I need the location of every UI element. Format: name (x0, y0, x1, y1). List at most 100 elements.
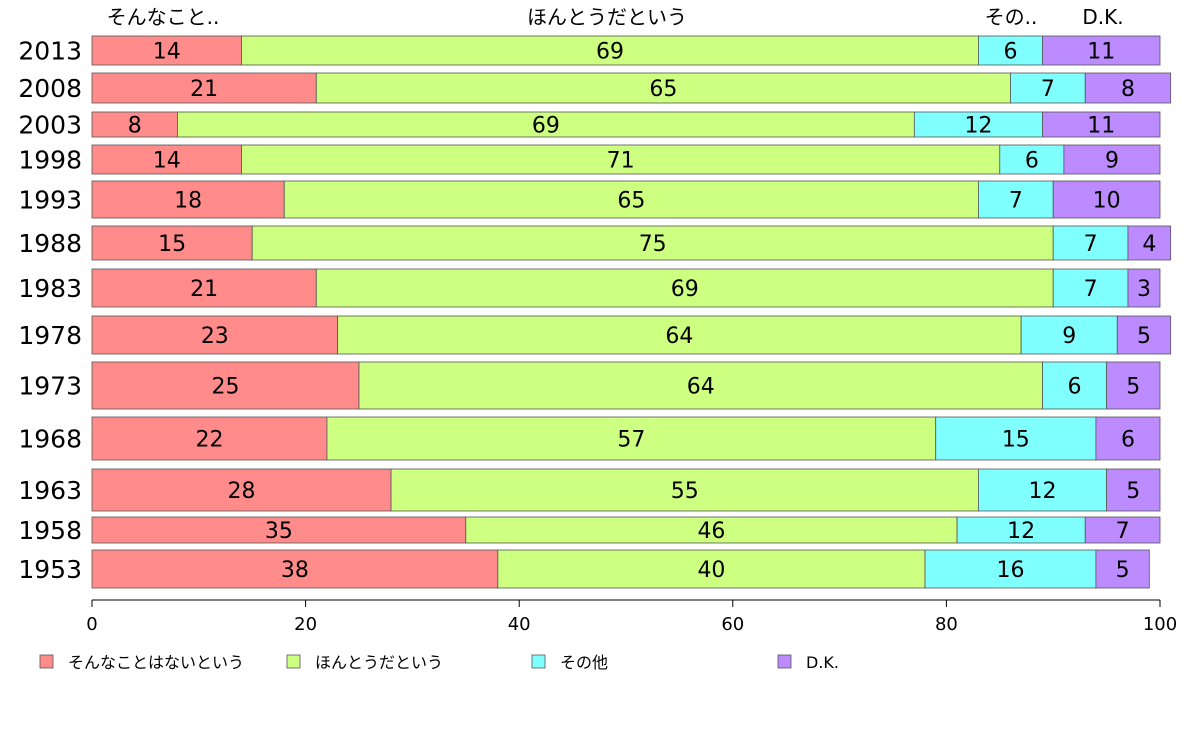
data-label-1998-1: 71 (607, 149, 635, 174)
data-label-2013-0: 14 (153, 40, 181, 65)
legend-swatch-0 (39, 654, 54, 669)
legend: そんなことはないという ほんとうだという その他 D.K. (39, 653, 839, 672)
data-label-1988-2: 7 (1084, 232, 1098, 257)
data-label-1958-1: 46 (697, 519, 725, 544)
data-label-2008-2: 7 (1041, 77, 1055, 102)
y-tick-label-1978: 1978 (18, 321, 82, 350)
bar-segment-1968-2 (935, 416, 1097, 461)
bar-segment-1953-0 (91, 549, 499, 589)
bar-segment-1978-3 (1116, 315, 1172, 355)
bar-row-1993: 18 65 7 10 (91, 180, 1161, 219)
legend-swatch-1 (286, 654, 301, 669)
data-label-2013-3: 11 (1087, 40, 1115, 65)
bar-segment-1958-2 (956, 516, 1086, 544)
data-label-1983-3: 3 (1137, 277, 1151, 302)
data-label-1963-1: 55 (671, 479, 699, 504)
data-label-2003-2: 12 (964, 114, 992, 139)
data-label-2003-1: 69 (532, 114, 560, 139)
bar-segment-2013-1 (241, 35, 979, 66)
data-label-1963-0: 28 (228, 479, 256, 504)
x-tick-label-80: 80 (935, 614, 958, 635)
y-tick-label-1988: 1988 (18, 229, 82, 258)
bar-segment-2003-1 (177, 111, 915, 138)
bar-segment-1988-3 (1127, 225, 1172, 261)
bar-segment-1993-3 (1052, 180, 1161, 219)
bar-segment-1953-3 (1095, 549, 1150, 589)
data-label-1978-3: 5 (1137, 324, 1151, 349)
bar-row-1953: 38 40 16 5 (91, 549, 1150, 589)
data-label-1968-0: 22 (195, 428, 223, 453)
bar-segment-1958-1 (465, 516, 958, 544)
legend-item-0: そんなことはないという (39, 653, 244, 672)
data-label-1958-3: 7 (1116, 519, 1130, 544)
legend-swatch-3 (777, 654, 792, 669)
y-tick-label-1998: 1998 (18, 146, 82, 175)
y-tick-label-1973: 1973 (18, 372, 82, 401)
bar-segment-1983-2 (1052, 268, 1129, 308)
bar-row-1958: 35 46 12 7 (91, 516, 1161, 544)
x-tick-label-100: 100 (1143, 614, 1177, 635)
legend-label-3: D.K. (806, 653, 839, 672)
data-label-1978-2: 9 (1062, 324, 1076, 349)
data-label-1958-0: 35 (265, 519, 293, 544)
data-label-2008-3: 8 (1121, 77, 1135, 102)
y-tick-label-1958: 1958 (18, 516, 82, 545)
bar-segment-2013-0 (91, 35, 242, 66)
x-tick-label-60: 60 (721, 614, 744, 635)
data-label-1968-1: 57 (617, 428, 645, 453)
legend-label-2: その他 (560, 653, 608, 672)
data-label-1998-0: 14 (153, 149, 181, 174)
bar-segment-1983-0 (91, 268, 317, 308)
bar-segment-1958-0 (91, 516, 467, 544)
x-axis: 0 20 40 60 80 100 (86, 599, 1177, 635)
data-label-2008-1: 65 (649, 77, 677, 102)
data-label-1983-1: 69 (671, 277, 699, 302)
top-label-0: そんなこと.. (107, 5, 220, 29)
bar-row-1988: 15 75 7 4 (91, 225, 1172, 261)
bar-row-1983: 21 69 7 3 (91, 268, 1161, 308)
bar-segment-1968-1 (326, 416, 937, 461)
y-tick-label-1993: 1993 (18, 186, 82, 215)
bar-row-2008: 21 65 7 8 (91, 72, 1172, 104)
bar-segment-1988-1 (251, 225, 1054, 261)
data-label-1963-3: 5 (1126, 479, 1140, 504)
x-tick-label-0: 0 (86, 614, 97, 635)
bar-segment-1998-3 (1063, 144, 1161, 175)
bar-segment-1978-2 (1020, 315, 1118, 355)
data-label-1953-0: 38 (281, 558, 309, 583)
bar-row-1968: 22 57 15 6 (91, 416, 1161, 461)
bar-segment-2008-1 (315, 72, 1011, 104)
bar-segment-1963-0 (91, 468, 392, 512)
bar-segment-1953-1 (497, 549, 926, 589)
data-label-1968-3: 6 (1121, 428, 1135, 453)
data-label-1953-2: 16 (996, 558, 1024, 583)
y-tick-label-2008: 2008 (18, 74, 82, 103)
y-tick-label-1953: 1953 (18, 555, 82, 584)
bar-segment-1998-1 (241, 144, 1001, 175)
legend-swatch-2 (531, 654, 546, 669)
data-label-1998-2: 6 (1025, 149, 1039, 174)
data-label-2003-3: 11 (1087, 114, 1115, 139)
legend-item-2: その他 (531, 653, 608, 672)
data-label-1968-2: 15 (1002, 428, 1030, 453)
bar-segment-1963-1 (390, 468, 979, 512)
bar-row-1973: 25 64 6 5 (91, 361, 1161, 410)
bar-segment-1963-3 (1106, 468, 1161, 512)
data-label-1988-1: 75 (639, 232, 667, 257)
data-label-1983-0: 21 (190, 277, 218, 302)
bar-segment-1983-3 (1127, 268, 1161, 308)
bar-segment-2008-2 (1010, 72, 1086, 104)
bar-row-1963: 28 55 12 5 (91, 468, 1161, 512)
legend-item-1: ほんとうだという (286, 653, 443, 672)
legend-label-1: ほんとうだという (315, 653, 443, 672)
bar-segment-1973-2 (1042, 361, 1108, 410)
top-label-2: その.. (985, 5, 1038, 29)
data-label-1953-1: 40 (697, 558, 725, 583)
x-tick-label-40: 40 (508, 614, 531, 635)
bar-segment-1958-3 (1084, 516, 1161, 544)
data-label-1973-1: 64 (687, 375, 715, 400)
bar-segment-1993-0 (91, 180, 285, 219)
bar-segment-1973-3 (1106, 361, 1161, 410)
bar-segment-2013-3 (1042, 35, 1161, 66)
